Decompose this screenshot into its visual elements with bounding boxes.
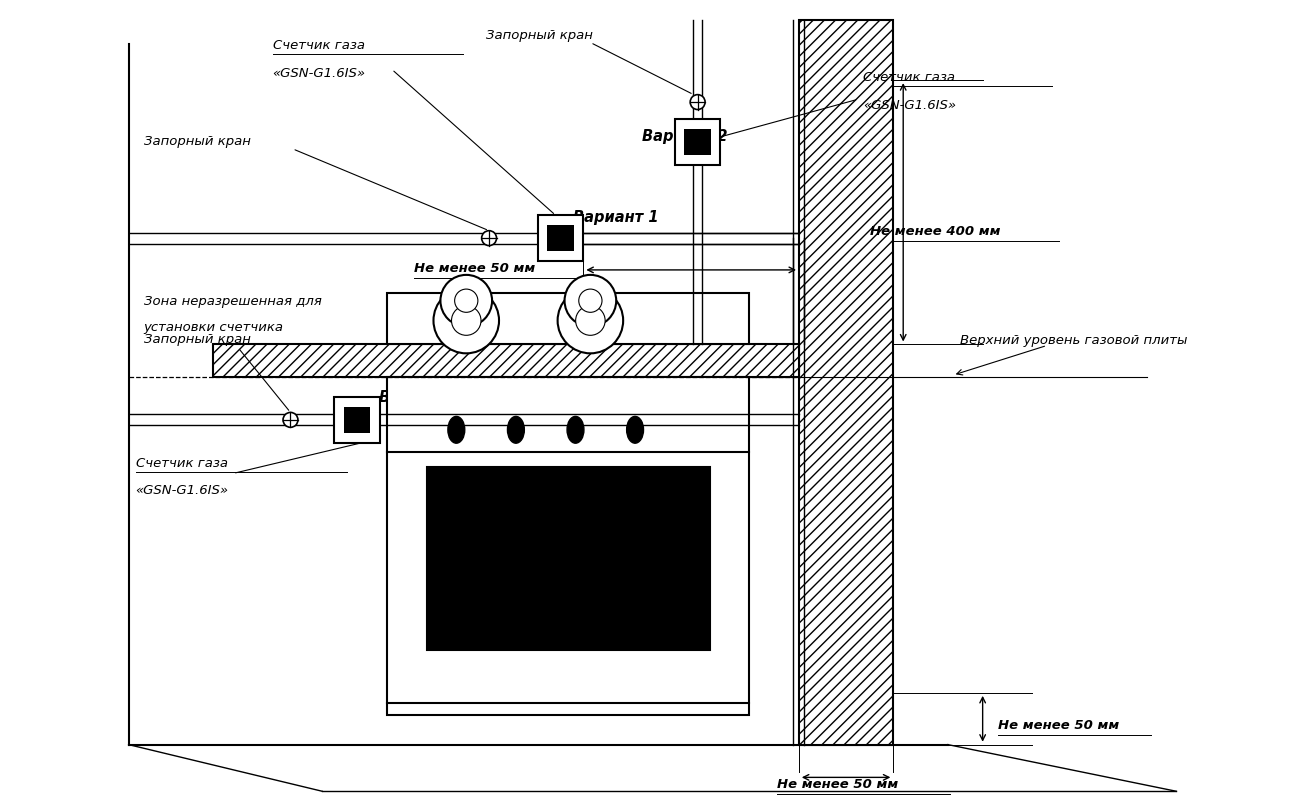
Text: Не менее 400 мм: Не менее 400 мм [871, 225, 1001, 238]
Bar [537, 215, 584, 261]
Circle shape [690, 95, 705, 110]
Text: Зона неразрешенная для: Зона неразрешенная для [143, 294, 322, 308]
Text: «GSN-G1.6IS»: «GSN-G1.6IS» [863, 99, 956, 112]
Ellipse shape [448, 416, 465, 444]
Bar [386, 377, 749, 715]
Circle shape [579, 289, 602, 312]
Text: Верхний уровень газовой плиты: Верхний уровень газовой плиты [960, 334, 1187, 347]
Bar [798, 20, 893, 744]
Text: Счетчик газа: Счетчик газа [273, 39, 364, 52]
Bar [335, 397, 380, 443]
Bar [548, 225, 574, 251]
Circle shape [482, 231, 496, 245]
Text: Не менее 50 мм: Не менее 50 мм [413, 262, 535, 275]
Ellipse shape [508, 416, 525, 444]
Circle shape [565, 275, 616, 326]
Text: «GSN-G1.6IS»: «GSN-G1.6IS» [273, 67, 366, 80]
Bar [213, 344, 798, 377]
Text: Запорный кран: Запорный кран [486, 29, 593, 42]
Bar [213, 344, 798, 377]
Text: Счетчик газа: Счетчик газа [863, 71, 956, 84]
Text: Не менее 50 мм: Не менее 50 мм [776, 778, 898, 792]
Circle shape [434, 288, 499, 354]
Bar [685, 128, 711, 155]
Circle shape [441, 275, 492, 326]
Text: установки счетчика: установки счетчика [143, 322, 283, 334]
Text: Вариант 2: Вариант 2 [642, 129, 727, 144]
Text: Запорный кран: Запорный кран [143, 135, 251, 148]
Text: Вариант 3: Вариант 3 [379, 390, 464, 405]
Bar [798, 20, 893, 744]
Text: Запорный кран: Запорный кран [143, 334, 251, 346]
Ellipse shape [567, 416, 584, 444]
Text: Счетчик газа: Счетчик газа [136, 456, 227, 469]
Circle shape [576, 306, 605, 335]
Polygon shape [386, 293, 749, 344]
Text: Не менее 50 мм: Не менее 50 мм [997, 719, 1119, 731]
Bar [674, 119, 721, 164]
Circle shape [558, 288, 623, 354]
Circle shape [455, 289, 478, 312]
Circle shape [283, 412, 298, 427]
Ellipse shape [627, 416, 643, 444]
Circle shape [451, 306, 481, 335]
Text: «GSN-G1.6IS»: «GSN-G1.6IS» [136, 484, 229, 497]
Bar [344, 407, 371, 433]
Bar [426, 467, 709, 650]
Text: Вариант 1: Вариант 1 [572, 210, 658, 225]
